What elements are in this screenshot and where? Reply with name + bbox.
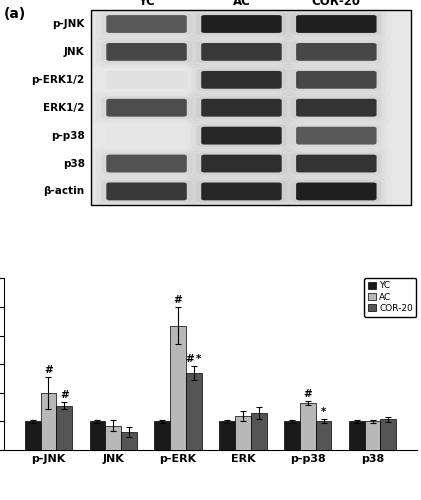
Bar [251,413,266,450]
FancyBboxPatch shape [291,180,381,203]
Bar [316,421,331,450]
FancyBboxPatch shape [201,154,282,172]
FancyBboxPatch shape [107,182,187,200]
FancyBboxPatch shape [201,99,282,116]
Text: COR-20: COR-20 [312,0,361,8]
FancyBboxPatch shape [291,12,381,36]
FancyBboxPatch shape [107,43,187,61]
FancyBboxPatch shape [201,126,282,144]
Bar [56,406,72,450]
Text: β-actin: β-actin [43,186,85,196]
Bar [121,432,137,450]
Bar [235,416,251,450]
Bar [284,422,300,450]
Bar [105,426,121,450]
FancyBboxPatch shape [107,71,187,88]
Text: ERK1/2: ERK1/2 [43,102,85,113]
FancyBboxPatch shape [201,15,282,33]
Bar [91,10,410,205]
FancyBboxPatch shape [201,71,282,88]
FancyBboxPatch shape [201,182,282,200]
FancyBboxPatch shape [296,154,376,172]
Text: *: * [196,354,201,364]
FancyBboxPatch shape [296,99,376,116]
Text: p38: p38 [63,158,85,168]
Text: #: # [185,354,194,364]
Text: YC: YC [138,0,155,8]
FancyBboxPatch shape [201,43,282,61]
Text: JNK: JNK [64,47,85,57]
FancyBboxPatch shape [107,99,187,116]
Bar [155,422,170,450]
Text: #: # [304,388,312,398]
Text: p-p38: p-p38 [51,130,85,140]
Text: #: # [44,365,53,375]
Bar [349,422,365,450]
Text: #: # [174,295,182,305]
FancyBboxPatch shape [196,124,287,147]
Text: #: # [60,390,69,400]
Bar [25,422,40,450]
Bar [170,326,186,450]
FancyBboxPatch shape [296,182,376,200]
Text: p-ERK1/2: p-ERK1/2 [32,75,85,85]
Legend: YC, AC, COR-20: YC, AC, COR-20 [364,278,416,316]
FancyBboxPatch shape [296,126,376,144]
Text: (a): (a) [4,7,27,21]
FancyBboxPatch shape [107,15,187,33]
FancyBboxPatch shape [296,43,376,61]
Bar [219,422,235,450]
FancyBboxPatch shape [107,126,187,144]
FancyBboxPatch shape [296,15,376,33]
Bar [90,422,105,450]
Bar [40,393,56,450]
Bar [381,420,396,450]
FancyBboxPatch shape [107,154,187,172]
Bar [365,422,381,450]
Bar [186,373,202,450]
Text: *: * [321,407,326,417]
Text: AC: AC [232,0,250,8]
FancyBboxPatch shape [196,12,287,36]
FancyBboxPatch shape [196,180,287,203]
Text: p-JNK: p-JNK [52,19,85,29]
Bar [300,403,316,450]
FancyBboxPatch shape [296,71,376,88]
